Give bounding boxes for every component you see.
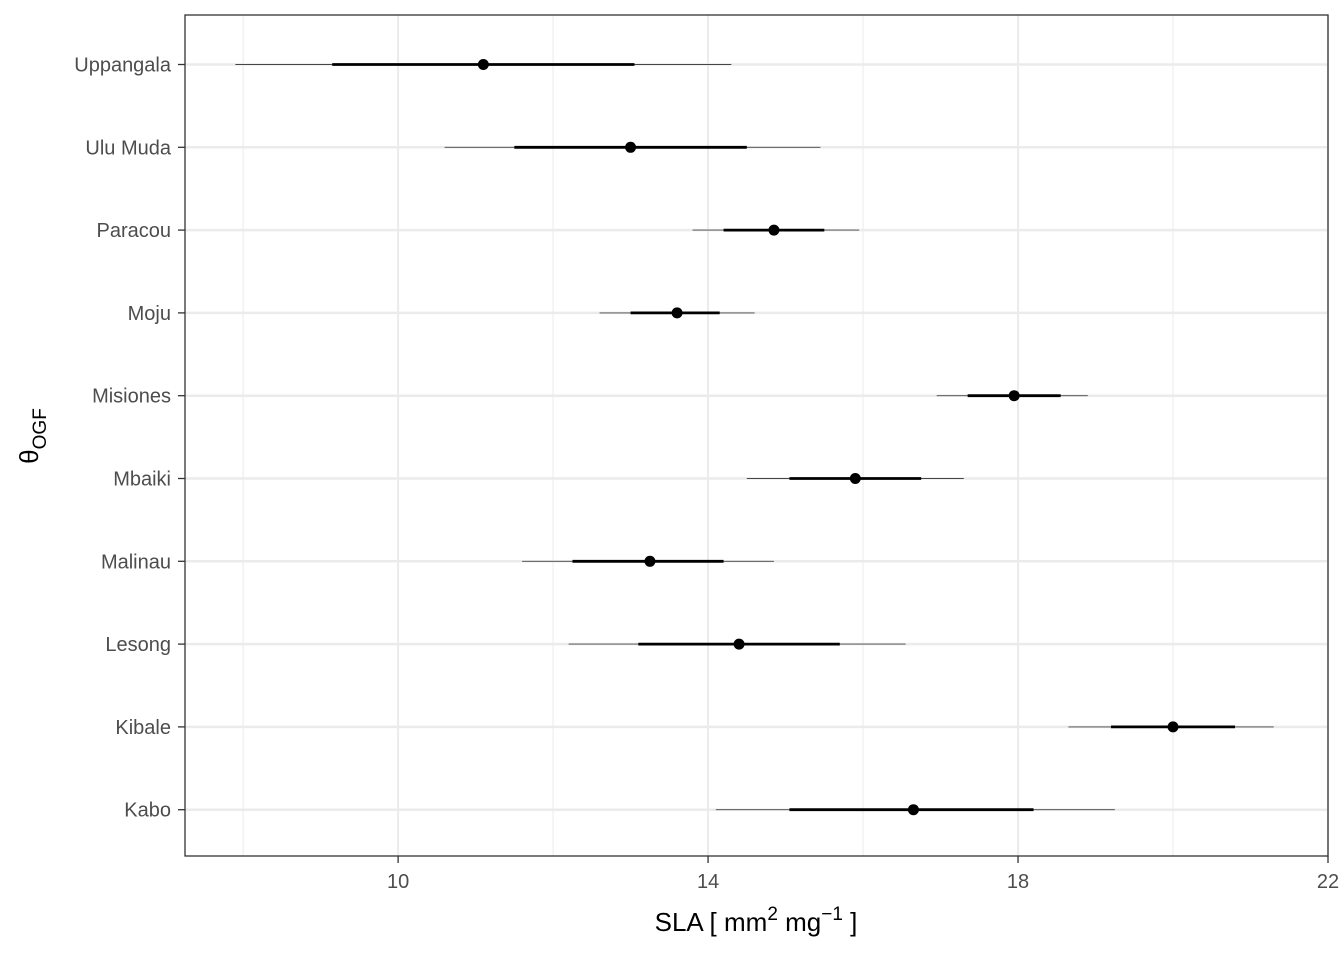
data-marks bbox=[235, 59, 1274, 816]
x-tick-label: 22 bbox=[1317, 871, 1339, 893]
point-estimate bbox=[849, 473, 861, 484]
point-estimate bbox=[625, 141, 637, 153]
y-tick-label: Lesong bbox=[105, 634, 171, 656]
y-tick-label: Kabo bbox=[124, 800, 171, 822]
plot-panel-border bbox=[184, 14, 1329, 857]
point-estimate bbox=[1008, 390, 1020, 402]
y-tick-label: Mbaiki bbox=[113, 469, 171, 491]
axes: 10 14 18 22 Uppangala Ulu Muda Paracou Moju Misi… bbox=[74, 55, 1339, 894]
x-tick-label: 18 bbox=[1007, 871, 1029, 893]
point-estimate bbox=[907, 804, 919, 816]
point-estimate bbox=[644, 555, 656, 567]
minor-gridlines bbox=[242, 15, 1174, 856]
y-tick-label: Uppangala bbox=[74, 55, 172, 77]
x-axis-title: SLA [ mm2 mg−1 ] bbox=[655, 904, 858, 937]
y-tick-label: Misiones bbox=[92, 386, 171, 408]
y-tick-label: Kibale bbox=[115, 717, 171, 739]
x-tick-label: 10 bbox=[387, 871, 409, 893]
point-estimate bbox=[1167, 721, 1179, 733]
y-tick-label: Malinau bbox=[101, 551, 171, 573]
y-tick-label: Paracou bbox=[97, 220, 172, 242]
y-tick-label: Moju bbox=[128, 303, 171, 325]
point-estimate bbox=[733, 638, 745, 650]
point-estimate bbox=[477, 59, 489, 70]
y-axis-title: θOGF bbox=[14, 408, 51, 464]
y-tick-label: Ulu Muda bbox=[85, 137, 171, 159]
point-estimate bbox=[768, 224, 780, 236]
point-estimate bbox=[671, 307, 683, 319]
x-tick-label: 14 bbox=[697, 871, 719, 893]
